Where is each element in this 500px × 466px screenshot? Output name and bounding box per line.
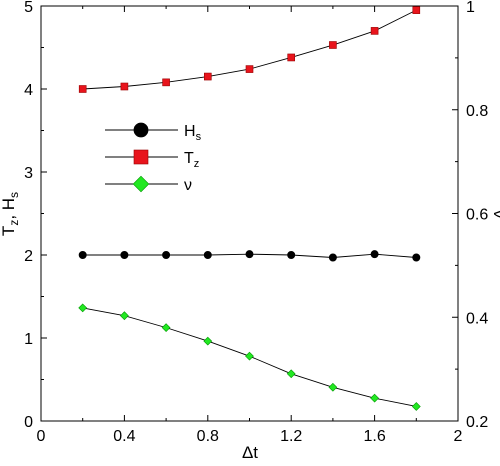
y-axis-left-ticks: 0 1 2 3 4 5 bbox=[24, 0, 47, 431]
axes: 0 0.4 0.8 1.2 1.6 2 0 1 2 3 4 5 0.2 0.4 0.6 0.8 1 bbox=[24, 0, 488, 445]
legend-entry: ν bbox=[105, 175, 192, 194]
y-axis-right-title: ν bbox=[490, 210, 500, 219]
series-2 bbox=[78, 303, 421, 411]
x-tick-label: 0.8 bbox=[197, 428, 219, 445]
data-point bbox=[78, 303, 88, 313]
x-tick-label: 1.2 bbox=[280, 428, 302, 445]
data-point bbox=[370, 27, 379, 35]
legend-label: Hs bbox=[184, 123, 202, 143]
data-point bbox=[245, 250, 254, 259]
x-axis-title: Δt bbox=[242, 443, 258, 462]
data-point bbox=[412, 6, 421, 14]
data-point bbox=[412, 253, 421, 262]
y-left-tick-label: 0 bbox=[24, 414, 33, 431]
data-point bbox=[203, 250, 212, 259]
y-left-tick-label: 1 bbox=[24, 331, 33, 348]
data-point bbox=[329, 41, 337, 49]
y-right-tick-label: 0.8 bbox=[466, 103, 488, 120]
series-line bbox=[82, 9, 417, 90]
x-tick-label: 0.4 bbox=[113, 428, 135, 445]
y-right-tick-label: 0.2 bbox=[466, 414, 488, 431]
data-point bbox=[411, 402, 421, 411]
data-point bbox=[328, 382, 338, 392]
legend-marker bbox=[132, 175, 150, 193]
legend-marker bbox=[133, 149, 149, 165]
data-point bbox=[120, 250, 129, 259]
legend-label: Tz bbox=[184, 150, 199, 170]
y-right-tick-label: 0.6 bbox=[466, 207, 488, 224]
legend-marker bbox=[133, 122, 149, 138]
series-layer bbox=[78, 6, 421, 411]
y-left-tick-label: 2 bbox=[24, 248, 33, 265]
x-tick-label: 0 bbox=[37, 428, 46, 445]
data-point bbox=[203, 336, 213, 346]
y-left-tick-label: 4 bbox=[24, 82, 33, 99]
legend-entry: Hs bbox=[105, 122, 202, 143]
data-point bbox=[245, 351, 254, 361]
y-right-tick-label: 0.4 bbox=[466, 310, 488, 327]
y-left-tick-label: 3 bbox=[24, 165, 33, 182]
series-1 bbox=[78, 6, 421, 93]
data-point bbox=[370, 250, 379, 259]
y-right-tick-label: 1 bbox=[466, 0, 475, 16]
data-point bbox=[204, 72, 212, 81]
data-point bbox=[287, 53, 296, 62]
data-point bbox=[161, 323, 171, 333]
data-point bbox=[370, 393, 379, 403]
x-axis-ticks: 0 0.4 0.8 1.2 1.6 2 bbox=[37, 6, 463, 445]
data-point bbox=[162, 250, 171, 259]
x-tick-label: 1.6 bbox=[363, 428, 385, 445]
data-point bbox=[78, 85, 87, 93]
data-point bbox=[287, 250, 296, 259]
data-point bbox=[245, 65, 254, 73]
y-axis-right-ticks: 0.2 0.4 0.6 0.8 1 bbox=[452, 0, 488, 431]
data-point bbox=[286, 369, 296, 379]
data-point bbox=[328, 253, 337, 262]
y-left-tick-label: 5 bbox=[24, 0, 33, 16]
x-tick-label: 2 bbox=[454, 428, 463, 445]
data-point bbox=[78, 250, 87, 259]
series-0 bbox=[78, 250, 421, 262]
legend-entry: Tz bbox=[105, 149, 199, 170]
legend: Hs Tz ν bbox=[105, 122, 202, 194]
data-point bbox=[162, 78, 170, 87]
y-axis-left-title: Tz, Hs bbox=[0, 192, 21, 236]
legend-label: ν bbox=[184, 177, 192, 194]
data-point bbox=[120, 82, 129, 91]
data-point bbox=[120, 311, 129, 321]
